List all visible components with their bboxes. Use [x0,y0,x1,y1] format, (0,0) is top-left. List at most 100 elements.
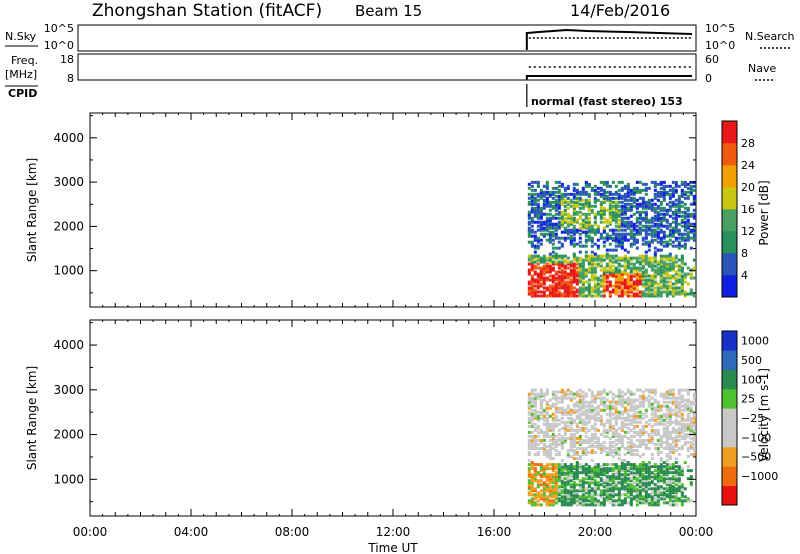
echo-cell [617,465,621,469]
echo-cell [530,254,534,258]
echo-cell [530,280,534,284]
echo-cell [554,434,558,438]
echo-cell [569,292,573,296]
echo-cell [623,282,627,286]
echo-cell [593,465,597,469]
echo-cell [593,184,597,188]
echo-cell [581,471,585,475]
echo-cell [665,475,669,479]
echo-cell [626,479,630,483]
nsearch-tick-top: 10^5 [705,22,735,35]
echo-cell [551,418,555,422]
echo-cell [554,290,558,294]
echo-cell [530,392,534,396]
echo-cell [545,465,549,469]
echo-cell [644,495,648,499]
echo-cell [557,467,561,471]
echo-cell [689,190,693,194]
echo-cell [668,242,672,246]
echo-cell [653,180,657,184]
echo-cell [614,446,618,450]
echo-cell [587,220,591,224]
echo-cell [533,288,537,292]
echo-cell [554,222,558,226]
echo-cell [530,396,534,400]
echo-cell [674,216,678,220]
colorbar-tick-label: 28 [741,137,755,150]
echo-cell [572,210,576,214]
echo-cell [611,400,615,404]
echo-cell [614,406,618,410]
echo-cell [557,262,561,266]
echo-cell [551,294,555,298]
echo-cell [653,477,657,481]
echo-cell [662,232,666,236]
echo-cell [644,438,648,442]
echo-cell [656,290,660,294]
echo-cell [635,282,639,286]
echo-cell [533,264,537,268]
echo-cell [542,449,546,453]
echo-cell [569,444,573,448]
echo-cell [617,467,621,471]
echo-cell [557,410,561,414]
echo-cell [647,394,651,398]
echo-cell [629,422,633,426]
echo-cell [671,491,675,495]
echo-cell [665,208,669,212]
echo-cell [635,388,639,392]
echo-cell [530,501,534,505]
echo-cell [656,218,660,222]
echo-cell [620,242,624,246]
echo-cell [563,192,567,196]
echo-cell [671,264,675,268]
echo-cell [557,493,561,497]
echo-cell [560,224,564,228]
echo-cell [572,465,576,469]
echo-cell [593,252,597,256]
echo-cell [608,204,612,208]
echo-cell [668,499,672,503]
echo-cell [632,204,636,208]
echo-cell [551,489,555,493]
echo-cell [650,412,654,416]
echo-cell [629,444,633,448]
echo-cell [689,475,693,479]
echo-cell [605,451,609,455]
echo-cell [674,428,678,432]
echo-cell [596,418,600,422]
echo-cell [662,230,666,234]
echo-cell [545,479,549,483]
echo-cell [668,396,672,400]
echo-cell [608,242,612,246]
echo-cell [656,491,660,495]
echo-cell [587,254,591,258]
echo-cell [629,222,633,226]
echo-cell [587,224,591,228]
power-echo-layer [527,180,696,298]
echo-cell [632,485,636,489]
echo-cell [608,268,612,272]
echo-cell [530,463,534,467]
echo-cell [527,392,531,396]
echo-cell [578,256,582,260]
echo-cell [599,416,603,420]
echo-cell [557,418,561,422]
echo-cell [563,426,567,430]
echo-cell [677,236,681,240]
echo-cell [650,390,654,394]
echo-cell [605,238,609,242]
echo-cell [560,420,564,424]
echo-cell [602,404,606,408]
echo-cell [566,216,570,220]
echo-cell [569,465,573,469]
echo-cell [545,276,549,280]
echo-cell [689,481,693,485]
echo-cell [593,434,597,438]
echo-cell [683,226,687,230]
echo-cell [593,268,597,272]
echo-cell [692,208,696,212]
echo-cell [611,396,615,400]
echo-cell [572,218,576,222]
echo-cell [608,428,612,432]
